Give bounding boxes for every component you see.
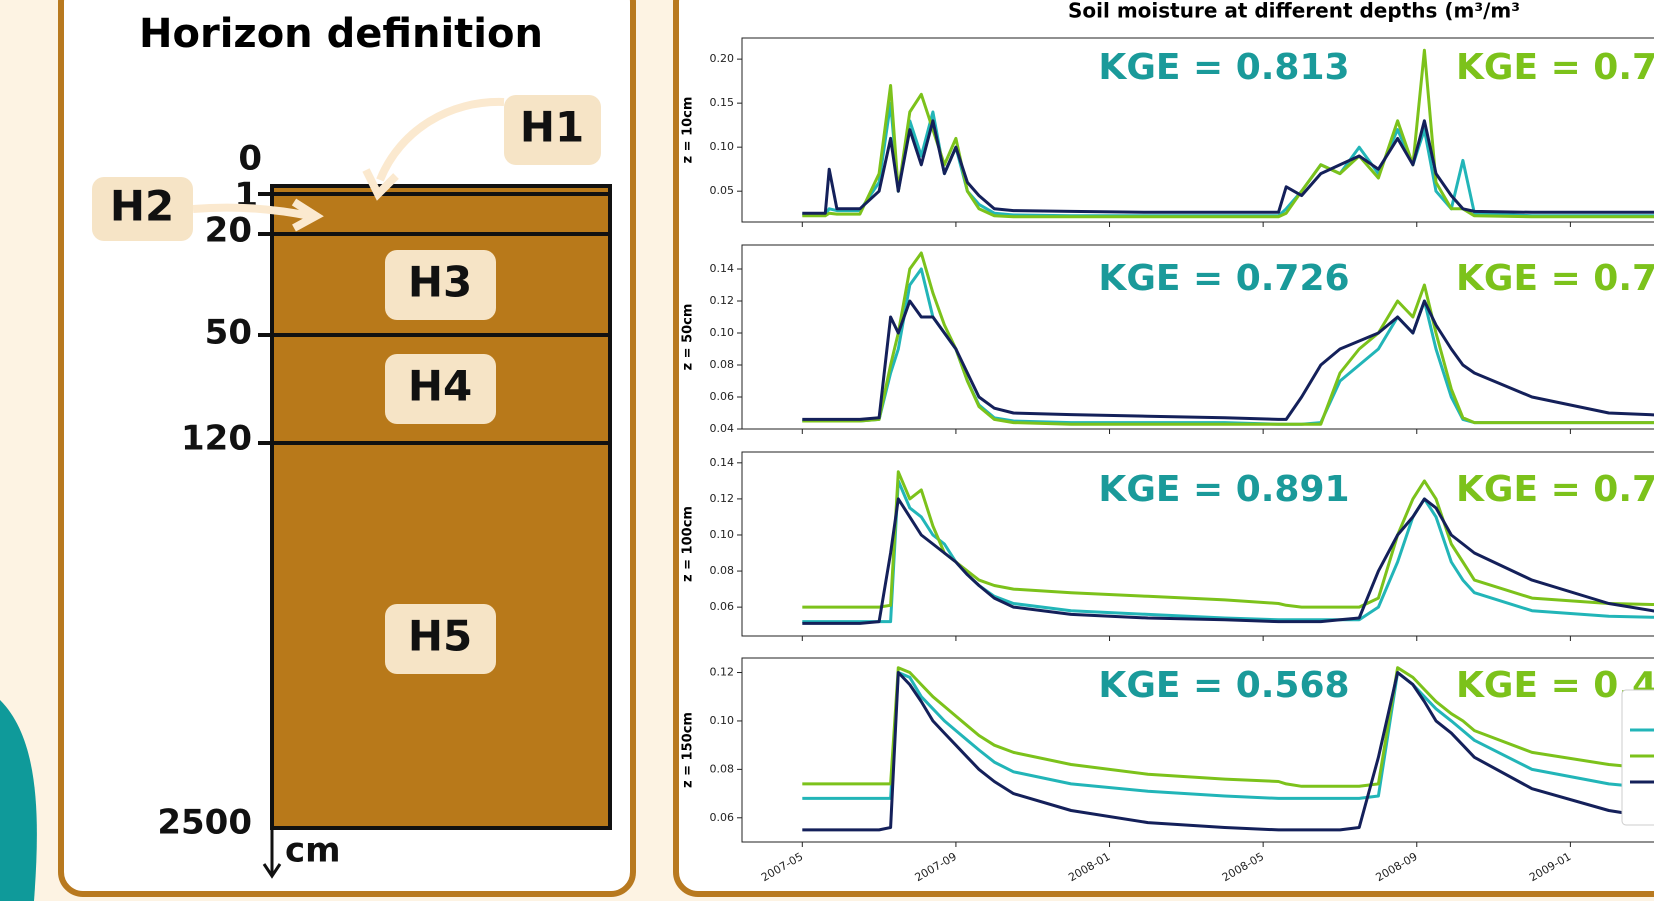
y-tick-label: 0.12 <box>710 294 735 307</box>
y-tick-label: 0.14 <box>710 262 735 275</box>
horizon-label: H4 <box>408 362 472 411</box>
depth-label: 50 <box>205 313 252 353</box>
y-axis-label: z = 150cm <box>681 712 696 788</box>
depth-label: 2500 <box>157 803 252 843</box>
y-tick-label: 0.14 <box>710 456 735 469</box>
right-panel <box>676 0 1654 894</box>
y-tick-label: 0.05 <box>710 184 735 197</box>
y-axis-label: z = 10cm <box>681 97 696 164</box>
kge-annotation: KGE = 0.568 <box>1098 665 1349 706</box>
y-tick-label: 0.10 <box>710 326 735 339</box>
y-tick-label: 0.20 <box>710 52 735 65</box>
y-tick-label: 0.10 <box>710 714 735 727</box>
kge-annotation: KGE = 0.7 <box>1456 258 1654 299</box>
kge-annotation: KGE = 0.813 <box>1098 47 1349 88</box>
y-tick-label: 0.08 <box>710 564 735 577</box>
y-tick-label: 0.12 <box>710 492 735 505</box>
horizon-label: H5 <box>408 612 472 661</box>
kge-annotation: KGE = 0.726 <box>1098 258 1349 299</box>
y-tick-label: 0.12 <box>710 666 735 679</box>
y-tick-label: 0.04 <box>710 422 735 435</box>
y-axis-label: z = 50cm <box>681 304 696 371</box>
y-tick-label: 0.08 <box>710 358 735 371</box>
depth-label: 20 <box>205 211 252 251</box>
y-tick-label: 0.10 <box>710 140 735 153</box>
kge-annotation: KGE = 0.74 <box>1456 469 1654 510</box>
horizon-label: H2 <box>110 182 174 231</box>
horizon-label: H1 <box>520 103 584 152</box>
horizon-label: H3 <box>408 258 472 307</box>
canvas: Horizon definition 0120501202500 cm H1 H… <box>0 0 1654 901</box>
kge-annotation: KGE = 0.79 <box>1456 47 1654 88</box>
chart-title: Soil moisture at different depths (m³/m³ <box>1068 0 1520 23</box>
depth-unit: cm <box>285 831 341 871</box>
y-tick-label: 0.06 <box>710 811 735 824</box>
y-axis-label: z = 100cm <box>681 506 696 582</box>
depth-label: 0 <box>238 139 262 179</box>
y-tick-label: 0.06 <box>710 390 735 403</box>
decor-blob <box>0 700 37 901</box>
y-tick-label: 0.10 <box>710 528 735 541</box>
diagram-title: Horizon definition <box>139 11 543 57</box>
slide: Horizon definition 0120501202500 cm H1 H… <box>0 0 1654 901</box>
y-tick-label: 0.08 <box>710 762 735 775</box>
kge-annotation: KGE = 0.891 <box>1098 469 1349 510</box>
y-tick-label: 0.06 <box>710 600 735 613</box>
depth-label: 120 <box>181 419 252 459</box>
y-tick-label: 0.15 <box>710 96 735 109</box>
